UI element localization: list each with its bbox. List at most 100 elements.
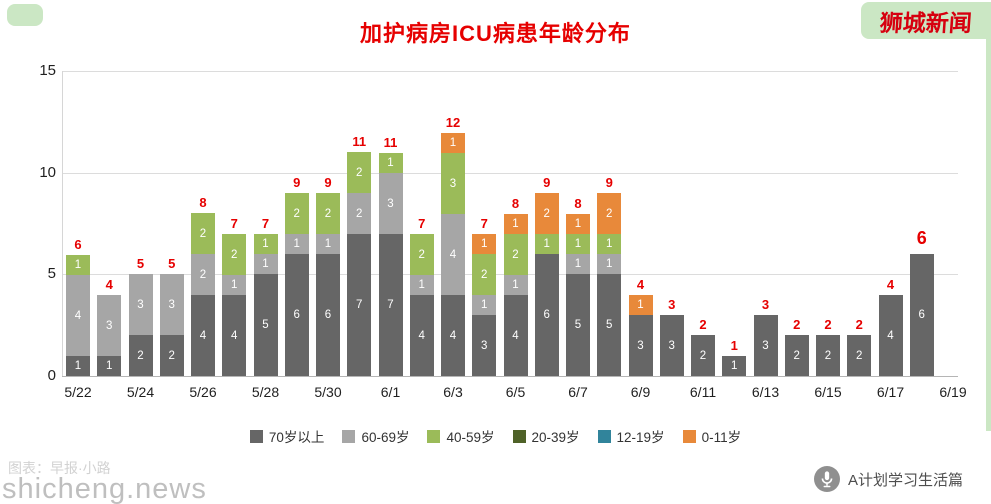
y-axis-label: 5: [47, 265, 56, 283]
bar-segment: 5: [566, 274, 590, 376]
x-axis-label: 6/15: [814, 384, 842, 400]
bar-segment: 4: [441, 214, 465, 295]
bar-segment: 1: [722, 356, 747, 376]
bar-segment: 1: [316, 234, 340, 254]
bar-segment: 1: [441, 133, 465, 153]
bar-segment: 1: [597, 234, 622, 254]
bar-total: 2: [793, 317, 801, 332]
x-axis-label: 6/11: [689, 384, 717, 400]
x-axis-label: 5/30: [314, 384, 342, 400]
legend-item: 70岁以上: [249, 426, 324, 446]
gridline: [62, 172, 958, 174]
x-axis-label: 6/3: [443, 384, 463, 400]
bar-segment: 4: [66, 275, 90, 356]
bar-segment: 2: [503, 234, 528, 275]
bar-total: 8: [511, 196, 520, 211]
legend-swatch: [597, 429, 611, 443]
x-axis-label: 6/17: [876, 384, 905, 400]
bar-segment: 4: [878, 295, 903, 376]
legend-label: 0-11岁: [701, 430, 742, 445]
x-axis-label: 5/24: [126, 384, 155, 400]
bar-segment: 1: [378, 153, 403, 173]
chart-legend: 70岁以上 60-69岁 40-59岁 20-39岁 12-19岁 0-11岁: [0, 426, 991, 446]
bar-segment: 2: [597, 193, 622, 234]
bar-total: 7: [480, 216, 488, 231]
legend-swatch: [427, 429, 441, 443]
bar-segment: 1: [284, 234, 309, 254]
bar-segment: 1: [628, 295, 653, 315]
bar-segment: 1: [597, 254, 622, 274]
bar-segment: 2: [222, 234, 247, 275]
bar-segment: 3: [472, 315, 497, 376]
bar-segment: 1: [566, 254, 590, 274]
bar-total: 4: [886, 277, 895, 292]
bar-segment: 1: [472, 234, 497, 254]
bar-segment: 3: [159, 274, 184, 335]
bar-total: 9: [293, 175, 301, 190]
bar-segment: 2: [784, 335, 809, 376]
bar-total: 11: [352, 134, 367, 149]
legend-swatch: [249, 429, 263, 443]
bar-total: 5: [136, 256, 145, 271]
bar-total: 8: [574, 196, 582, 211]
legend-label: 20-39岁: [531, 430, 580, 445]
bar-segment: 6: [284, 254, 309, 376]
bar-segment: 2: [691, 335, 715, 376]
bar-segment: 1: [253, 254, 278, 274]
x-axis-label: 5/22: [64, 384, 92, 400]
legend-swatch: [682, 429, 696, 443]
bar-segment: 6: [534, 254, 559, 376]
bar-segment: 2: [191, 254, 215, 295]
x-axis-label: 5/26: [189, 384, 217, 400]
corner-decoration: [7, 4, 43, 26]
bar-segment: 6: [909, 254, 934, 376]
bar-segment: 3: [97, 295, 122, 356]
bar-segment: 2: [159, 335, 184, 376]
bar-segment: 1: [534, 234, 559, 254]
legend-item: 40-59岁: [427, 426, 495, 446]
bar-segment: 4: [222, 295, 247, 376]
source-credit: 图表：早报·小路: [8, 460, 111, 476]
bar-total: 4: [105, 277, 113, 292]
bar-segment: 1: [409, 275, 434, 295]
bar-segment: 4: [503, 295, 528, 376]
legend-label: 60-69岁: [361, 430, 410, 445]
bar-segment: 2: [128, 335, 153, 376]
legend-item: 20-39岁: [512, 426, 580, 446]
bar-segment: 1: [503, 214, 528, 234]
x-axis-label: 6/7: [568, 384, 588, 400]
bar-segment: 2: [316, 193, 340, 234]
bar-segment: 1: [222, 275, 247, 295]
bar-segment: 1: [566, 234, 590, 254]
bar-total: 4: [636, 277, 645, 292]
bar-segment: 1: [66, 356, 90, 376]
bar-total: 7: [418, 216, 426, 231]
bar-total: 5: [168, 256, 176, 271]
bar-segment: 1: [472, 295, 497, 315]
bar-total: 3: [668, 297, 676, 312]
legend-label: 40-59岁: [446, 430, 495, 445]
bar-total: 2: [824, 317, 832, 332]
y-axis-label: 0: [47, 367, 56, 384]
bar-total: 2: [699, 317, 707, 332]
legend-label: 12-19岁: [616, 430, 665, 445]
bar-segment: 3: [378, 173, 403, 234]
bar-segment: 3: [753, 315, 778, 376]
bar-segment: 4: [441, 295, 465, 376]
x-axis-label: 6/5: [505, 384, 526, 400]
bar-segment: 3: [659, 315, 684, 376]
edge-decoration: [986, 39, 991, 431]
x-axis-line: [62, 376, 958, 377]
chart-title: 加护病房ICU病患年龄分布: [360, 21, 631, 46]
bar-segment: 7: [378, 234, 403, 376]
gridline: [62, 71, 958, 73]
bar-segment: 5: [253, 274, 278, 376]
bar-total: 6: [74, 237, 82, 252]
bar-segment: 1: [253, 234, 278, 254]
bar-segment: 5: [597, 274, 622, 376]
bar-total: 9: [324, 175, 332, 190]
bar-segment: 2: [347, 152, 372, 193]
bar-total: 3: [761, 297, 770, 312]
x-axis-label: 6/13: [751, 384, 780, 400]
